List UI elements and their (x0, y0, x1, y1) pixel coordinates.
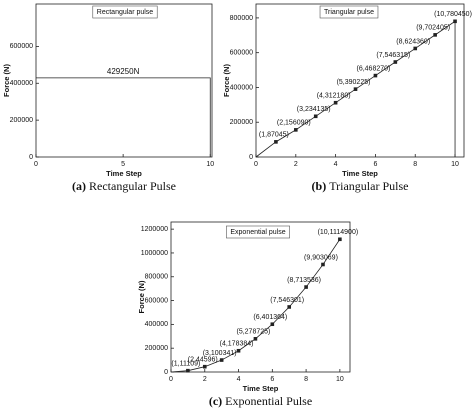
caption: (a) Rectangular Pulse (72, 179, 176, 193)
caption-text: Exponential Pulse (225, 394, 312, 408)
x-tick-label: 4 (237, 376, 241, 383)
x-tick-label: 6 (373, 161, 377, 168)
x-tick-label: 8 (304, 376, 308, 383)
chart-title: Rectangular pulse (97, 9, 154, 16)
series-line (255, 20, 456, 158)
caption-label: (b) (312, 179, 327, 193)
y-tick-label: 600000 (145, 297, 168, 304)
x-axis-title: Time Step (106, 169, 142, 178)
marker (453, 19, 457, 24)
data-label: (3,234135) (297, 106, 331, 113)
data-label: (7,546315) (376, 52, 410, 59)
x-tick-label: 6 (270, 376, 274, 383)
data-label: (3,100341) (203, 350, 237, 357)
caption: (b) Triangular Pulse (312, 179, 409, 193)
data-label: (2,44596) (188, 357, 218, 364)
x-tick-label: 2 (294, 161, 298, 168)
marker (373, 73, 378, 78)
x-tick-label: 10 (451, 161, 459, 168)
marker (270, 322, 275, 327)
data-label: (8,713536) (287, 277, 321, 284)
data-label: (1,87045) (259, 132, 289, 139)
title-box (319, 5, 379, 19)
chart-title: Triangular pulse (324, 9, 374, 16)
marker (236, 348, 241, 353)
marker (338, 237, 342, 242)
marker (274, 140, 278, 144)
x-axis-title: Time Step (243, 384, 279, 393)
caption-label: (a) (72, 179, 86, 193)
x-tick-label: 0 (169, 376, 173, 383)
data-label: (5,278725) (237, 329, 271, 336)
plot-frame (35, 3, 213, 158)
marker (313, 114, 318, 119)
y-tick-label: 600000 (230, 50, 253, 57)
series-line (36, 77, 211, 157)
marker (202, 364, 207, 369)
marker (353, 87, 358, 91)
y-tick-label: 1200000 (141, 226, 168, 233)
data-label: (10,780450) (434, 11, 472, 18)
y-tick-label: 800000 (145, 274, 168, 281)
caption: (c) Exponential Pulse (209, 394, 312, 408)
marker (287, 305, 292, 309)
marker (321, 262, 325, 267)
chart-title: Exponential pulse (230, 229, 285, 236)
marker (304, 285, 308, 289)
caption-text: Triangular Pulse (329, 179, 408, 193)
marker (219, 358, 224, 362)
annotation: 429250N (107, 67, 140, 76)
y-tick-label: 0 (249, 154, 253, 161)
x-tick-label: 2 (203, 376, 207, 383)
data-label: (9,903069) (304, 254, 338, 261)
y-tick-label: 200000 (230, 119, 253, 126)
x-tick-label: 8 (413, 161, 417, 168)
y-tick-label: 400000 (230, 84, 253, 91)
data-label: (10,1114900) (318, 229, 359, 236)
data-label: (8,624360) (396, 38, 430, 45)
x-tick-label: 10 (336, 376, 344, 383)
title-box (226, 225, 290, 239)
data-label: (6,468270) (356, 65, 390, 72)
data-label: (4,178384) (220, 341, 254, 348)
y-tick-label: 200000 (10, 117, 33, 124)
marker (294, 128, 298, 132)
x-tick-label: 5 (121, 161, 125, 168)
y-tick-label: 400000 (145, 321, 168, 328)
plot-frame (255, 3, 465, 158)
y-tick-label: 800000 (230, 15, 253, 22)
marker (433, 33, 437, 37)
plot-frame (170, 221, 351, 373)
x-axis-title: Time Step (342, 169, 378, 178)
data-label: (9,702405) (416, 25, 450, 32)
y-axis-title: Force (N) (222, 64, 231, 97)
title-box (92, 5, 158, 19)
data-label: (7,546301) (270, 297, 304, 304)
marker (333, 100, 338, 105)
y-axis-title: Force (N) (2, 64, 11, 97)
data-label: (2,156090) (277, 120, 311, 127)
marker (253, 337, 258, 341)
y-tick-label: 0 (29, 154, 33, 161)
y-axis-title: Force (N) (137, 280, 146, 313)
x-tick-label: 4 (334, 161, 338, 168)
x-tick-label: 0 (254, 161, 258, 168)
y-tick-label: 0 (164, 369, 168, 376)
marker (393, 60, 398, 64)
y-tick-label: 400000 (10, 80, 33, 87)
y-tick-label: 600000 (10, 43, 33, 50)
caption-text: Rectangular Pulse (89, 179, 176, 193)
x-tick-label: 10 (206, 161, 214, 168)
data-label: (5,390225) (337, 79, 371, 86)
data-label: (6,401364) (253, 314, 287, 321)
y-tick-label: 200000 (145, 345, 168, 352)
x-tick-label: 0 (34, 161, 38, 168)
data-label: (4,312180) (317, 93, 351, 100)
marker (186, 368, 190, 373)
y-tick-label: 1000000 (141, 250, 168, 257)
caption-label: (c) (209, 394, 222, 408)
data-label: (1,11109) (171, 361, 200, 368)
marker (413, 46, 418, 51)
